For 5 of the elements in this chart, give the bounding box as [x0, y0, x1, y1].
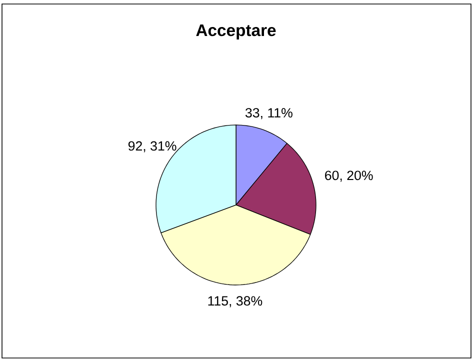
data-label: 60, 20% — [325, 170, 373, 182]
data-label: 92, 31% — [128, 141, 176, 152]
data-label: 33, 11% — [245, 108, 292, 120]
chart-title: Acceptare — [196, 24, 276, 40]
data-label: 115, 38% — [208, 296, 262, 308]
